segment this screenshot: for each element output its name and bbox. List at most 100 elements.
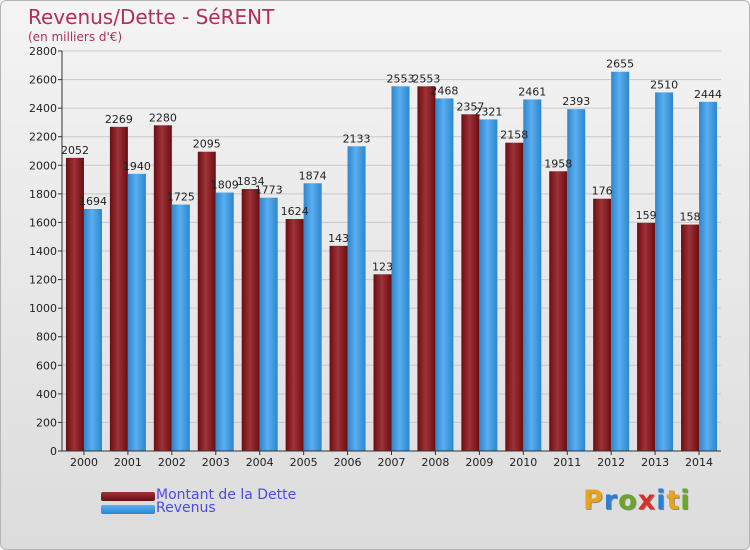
chart-subtitle: (en milliers d'€) — [28, 30, 123, 44]
bar-revenue-2005 — [303, 183, 322, 452]
x-axis-ticks: 2000 2001 2002 2003 2004 2005 2006 2007 2008 2009… — [70, 451, 713, 469]
bar-revenue-2013 — [655, 92, 674, 451]
bar-debt-2008 — [417, 86, 436, 452]
bar-revenue-2006 — [347, 146, 366, 452]
bar-revenue-2012 — [611, 71, 630, 451]
legend-label-revenue: Revenus — [156, 500, 216, 516]
y-axis-ticks: 0 200 400 600 800 1000 1200 1400 1600 1800 2000 220… — [29, 45, 62, 458]
bar-debt-2006 — [329, 245, 348, 451]
data-labels: 2052 1694 2269 1940 2280 1725 2095 180918341773… — [61, 58, 722, 274]
data-label-debt-2001: 2269 — [105, 113, 133, 126]
data-label-debt-2004: 1834 — [237, 175, 265, 188]
bar-debt-2007 — [373, 274, 392, 451]
x-tick-label: 2001 — [114, 456, 142, 469]
bar-debt-2001 — [109, 126, 128, 451]
data-label-debt-2006: 143 — [328, 232, 349, 245]
x-tick-label: 2006 — [334, 456, 362, 469]
data-label-revenue-2014: 2444 — [694, 88, 722, 101]
x-tick-label: 2010 — [509, 456, 537, 469]
y-tick-label: 400 — [36, 388, 57, 401]
bar-revenue-2001 — [127, 173, 146, 451]
y-tick-label: 1000 — [29, 302, 57, 315]
y-tick-label: 1600 — [29, 216, 57, 229]
bar-revenue-2010 — [523, 99, 542, 451]
data-label-revenue-2006: 2133 — [343, 132, 371, 145]
bar-revenue-2007 — [391, 86, 410, 452]
bar-revenue-2000 — [83, 209, 102, 451]
data-label-debt-2000: 2052 — [61, 144, 89, 157]
bar-revenue-2009 — [479, 119, 498, 451]
data-label-revenue-2008: 2468 — [430, 84, 458, 97]
y-tick-label: 2200 — [29, 131, 57, 144]
x-tick-label: 2012 — [597, 456, 625, 469]
data-label-revenue-2009: 2321 — [474, 105, 502, 118]
data-label-debt-2012: 176 — [592, 185, 613, 198]
x-tick-label: 2003 — [202, 456, 230, 469]
x-tick-label: 2008 — [421, 456, 449, 469]
bar-debt-2002 — [153, 125, 172, 452]
x-tick-label: 2000 — [70, 456, 98, 469]
x-tick-label: 2004 — [246, 456, 274, 469]
data-label-debt-2010: 2158 — [500, 129, 528, 142]
data-label-revenue-2004: 1773 — [255, 184, 283, 197]
data-label-revenue-2013: 2510 — [650, 78, 678, 91]
data-label-debt-2014: 158 — [680, 211, 701, 224]
proxiti-logo: Proxiti — [583, 485, 691, 516]
data-label-debt-2009: 2357 — [456, 100, 484, 113]
y-tick-label: 1200 — [29, 274, 57, 287]
bar-revenue-2002 — [171, 204, 190, 451]
data-label-revenue-2007: 2553 — [387, 72, 415, 85]
x-tick-label: 2014 — [685, 456, 713, 469]
y-tick-label: 200 — [36, 416, 57, 429]
bar-debt-2000 — [65, 157, 84, 451]
legend-label-debt: Montant de la Dette — [156, 487, 297, 503]
data-label-debt-2005: 1624 — [281, 205, 309, 218]
x-tick-label: 2007 — [378, 456, 406, 469]
bar-debt-2010 — [505, 142, 524, 451]
bar-revenue-2014 — [699, 101, 718, 451]
data-label-revenue-2010: 2461 — [518, 85, 546, 98]
x-tick-label: 2011 — [553, 456, 581, 469]
y-tick-label: 2400 — [29, 102, 57, 115]
y-tick-label: 600 — [36, 359, 57, 372]
bar-debt-2005 — [285, 219, 304, 451]
data-label-debt-2002: 2280 — [149, 111, 177, 124]
legend-swatch-debt — [101, 492, 155, 501]
bar-revenue-2008 — [435, 98, 454, 451]
axes — [61, 51, 721, 452]
data-label-debt-2013: 159 — [636, 209, 657, 222]
data-label-revenue-2000: 1694 — [79, 195, 107, 208]
bar-revenue-2003 — [215, 192, 234, 452]
data-label-revenue-2003: 1809 — [211, 179, 239, 192]
bar-debt-2003 — [197, 151, 216, 451]
data-label-revenue-2012: 2655 — [606, 58, 634, 71]
bar-debt-2014 — [681, 224, 700, 451]
y-tick-label: 0 — [50, 445, 57, 458]
data-label-revenue-2005: 1874 — [299, 169, 327, 182]
data-label-debt-2007: 123 — [372, 260, 393, 273]
bar-debt-2012 — [593, 198, 612, 451]
bar-debt-2004 — [241, 189, 260, 451]
y-tick-label: 1400 — [29, 245, 57, 258]
bar-revenue-2004 — [259, 197, 278, 451]
bars — [65, 71, 718, 452]
data-label-debt-2008: 2553 — [412, 72, 440, 85]
legend-swatch-revenue — [101, 505, 155, 514]
bar-revenue-2011 — [567, 109, 586, 452]
y-tick-label: 2000 — [29, 159, 57, 172]
y-tick-label: 2600 — [29, 74, 57, 87]
bar-debt-2011 — [549, 171, 568, 452]
data-label-revenue-2002: 1725 — [167, 191, 195, 204]
bar-debt-2009 — [461, 114, 480, 452]
x-tick-label: 2009 — [465, 456, 493, 469]
y-tick-label: 1800 — [29, 188, 57, 201]
x-tick-label: 2002 — [158, 456, 186, 469]
x-tick-label: 2005 — [290, 456, 318, 469]
chart-title: Revenus/Dette - SéRENT — [28, 5, 275, 29]
y-tick-label: 2800 — [29, 45, 57, 58]
x-tick-label: 2013 — [641, 456, 669, 469]
data-label-revenue-2011: 2393 — [562, 95, 590, 108]
data-label-revenue-2001: 1940 — [123, 160, 151, 173]
